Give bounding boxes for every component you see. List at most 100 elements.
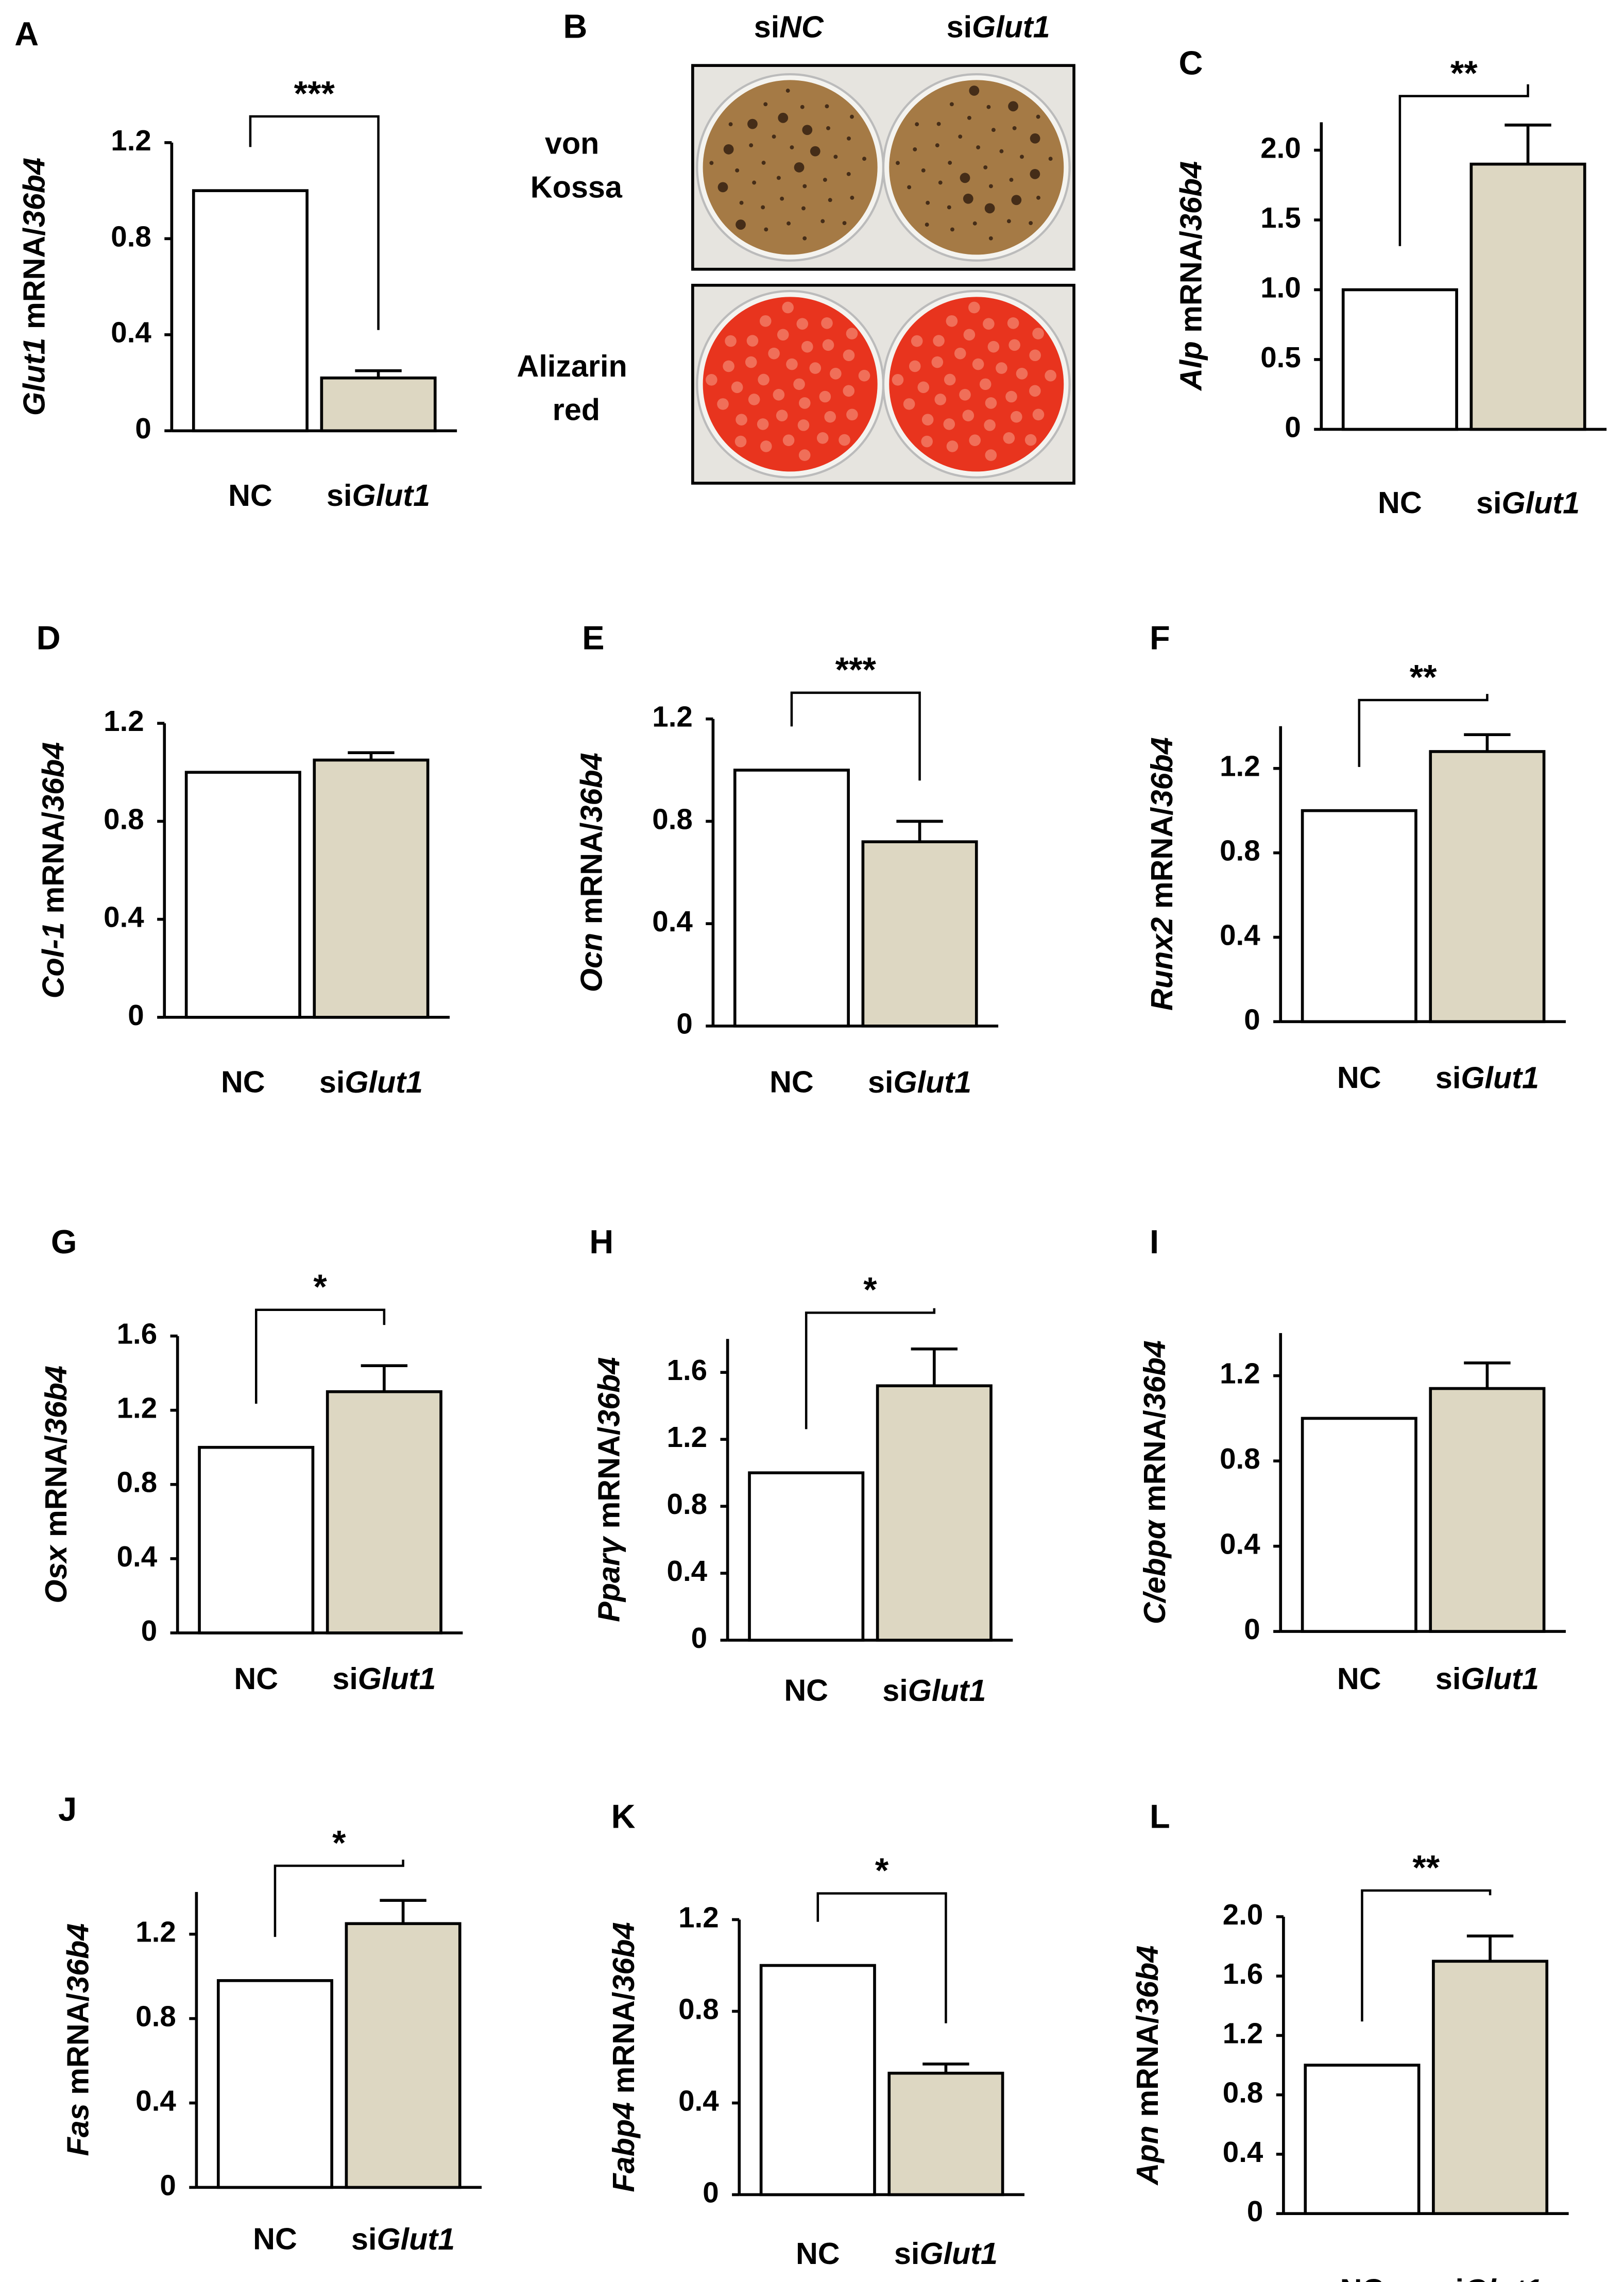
stain-speckle bbox=[946, 440, 959, 452]
stain-speckle bbox=[1024, 434, 1037, 446]
y-tick-label: 1.6 bbox=[1223, 1957, 1263, 1990]
stain-speckle bbox=[911, 335, 923, 347]
stain-speckle bbox=[757, 418, 769, 430]
panel-letter: K bbox=[611, 1798, 636, 1835]
y-tick-label: 1.2 bbox=[117, 1392, 158, 1424]
significance-bracket bbox=[254, 1308, 386, 1404]
nodule bbox=[833, 155, 838, 159]
y-label-part: 36b4 bbox=[1173, 161, 1208, 231]
y-axis-label: Pparγ mRNA/36b4 bbox=[591, 1357, 626, 1622]
stain-speckle bbox=[1005, 390, 1017, 403]
nodule bbox=[1036, 195, 1040, 200]
nodule bbox=[801, 206, 806, 211]
nodule bbox=[723, 144, 734, 155]
bar bbox=[326, 1390, 442, 1634]
y-tick-label: 0.8 bbox=[1220, 835, 1260, 867]
nodule bbox=[761, 161, 766, 165]
stain-speckle bbox=[1032, 328, 1044, 339]
y-label-part: 36b4 bbox=[1144, 737, 1179, 807]
stain-speckle bbox=[858, 369, 870, 382]
bar bbox=[192, 189, 309, 433]
x-tick-label: NC bbox=[1340, 2272, 1384, 2282]
column-label: siNC bbox=[754, 9, 824, 44]
nodule bbox=[749, 143, 754, 148]
y-label-part: 36b4 bbox=[606, 1922, 641, 1991]
stain-speckle bbox=[846, 328, 858, 339]
stain-speckle bbox=[959, 388, 971, 401]
nodule bbox=[925, 223, 929, 227]
bar bbox=[876, 1384, 993, 1642]
y-tick-label: 0 bbox=[1244, 1613, 1260, 1645]
y-label-part: mRNA/ bbox=[1173, 231, 1208, 341]
y-label-part: mRNA/ bbox=[606, 1992, 641, 2102]
y-tick-label: 1.0 bbox=[1260, 271, 1301, 303]
stain-speckle bbox=[1003, 432, 1015, 444]
y-tick-label: 0 bbox=[128, 999, 144, 1031]
y-axis-label: Ocn mRNA/36b4 bbox=[574, 753, 608, 992]
nodule bbox=[948, 161, 952, 165]
stain-speckle bbox=[1008, 339, 1020, 351]
nodule bbox=[1012, 126, 1017, 130]
bar bbox=[320, 376, 437, 433]
stain-speckle bbox=[983, 318, 995, 330]
y-tick-label: 0.8 bbox=[111, 220, 151, 252]
nodule bbox=[1030, 133, 1040, 144]
x-tick-label: NC bbox=[253, 2222, 297, 2256]
significance-label: ** bbox=[1412, 1848, 1440, 1887]
stain-speckle bbox=[839, 434, 850, 446]
stain-speckle bbox=[798, 397, 811, 409]
stain-speckle bbox=[723, 360, 734, 372]
stain-speckle bbox=[801, 340, 813, 353]
y-tick-label: 0.4 bbox=[667, 1555, 708, 1587]
stain-speckle bbox=[782, 301, 794, 314]
stain-speckle bbox=[1007, 317, 1019, 329]
y-label-part: 36b4 bbox=[1137, 1340, 1172, 1410]
stain-speckle bbox=[943, 418, 955, 430]
y-label-part: Fas bbox=[60, 2103, 95, 2156]
nodule bbox=[907, 185, 912, 190]
nodule bbox=[709, 161, 714, 165]
x-tick-label: siGlut1 bbox=[882, 1673, 986, 1707]
significance-bracket bbox=[249, 115, 380, 330]
y-tick-label: 1.2 bbox=[104, 705, 144, 737]
nodule bbox=[802, 125, 813, 135]
dish bbox=[889, 297, 1064, 472]
nodule bbox=[739, 200, 744, 205]
x-tick-label: NC bbox=[1337, 1661, 1381, 1696]
stain-speckle bbox=[892, 374, 904, 386]
stain-speckle bbox=[909, 360, 921, 372]
significance-label: ** bbox=[1450, 54, 1478, 93]
stain-speckle bbox=[768, 347, 780, 360]
nodule bbox=[846, 172, 851, 176]
nodule bbox=[967, 115, 971, 120]
nodule bbox=[1030, 168, 1040, 179]
nodule bbox=[752, 180, 757, 185]
stain-speckle bbox=[776, 410, 788, 421]
y-axis-label: Osx mRNA/36b4 bbox=[39, 1366, 73, 1604]
nodule bbox=[826, 126, 830, 130]
y-tick-label: 0 bbox=[1247, 2195, 1263, 2227]
stain-speckle bbox=[846, 408, 858, 421]
y-tick-label: 1.2 bbox=[1220, 1357, 1260, 1390]
nodule bbox=[1048, 157, 1053, 161]
stain-speckle bbox=[843, 385, 855, 397]
nodule bbox=[810, 146, 820, 157]
stain-speckle bbox=[946, 315, 958, 327]
nodule bbox=[1009, 178, 1014, 182]
nodule bbox=[828, 198, 832, 202]
nodule bbox=[842, 221, 847, 226]
y-tick-label: 0.8 bbox=[117, 1466, 158, 1498]
stain-speckle bbox=[968, 301, 980, 314]
nodule bbox=[935, 143, 939, 148]
nodule bbox=[913, 147, 917, 151]
bar bbox=[184, 771, 301, 1019]
stain-speckle bbox=[996, 362, 1007, 374]
y-label-part: Apn bbox=[1130, 2125, 1165, 2186]
significance-bracket bbox=[805, 1308, 936, 1429]
nodule bbox=[776, 176, 781, 180]
nodule bbox=[787, 221, 791, 226]
nodule bbox=[790, 145, 794, 150]
nodule bbox=[1006, 219, 1011, 224]
nodule bbox=[736, 219, 746, 230]
nodule bbox=[735, 168, 740, 173]
